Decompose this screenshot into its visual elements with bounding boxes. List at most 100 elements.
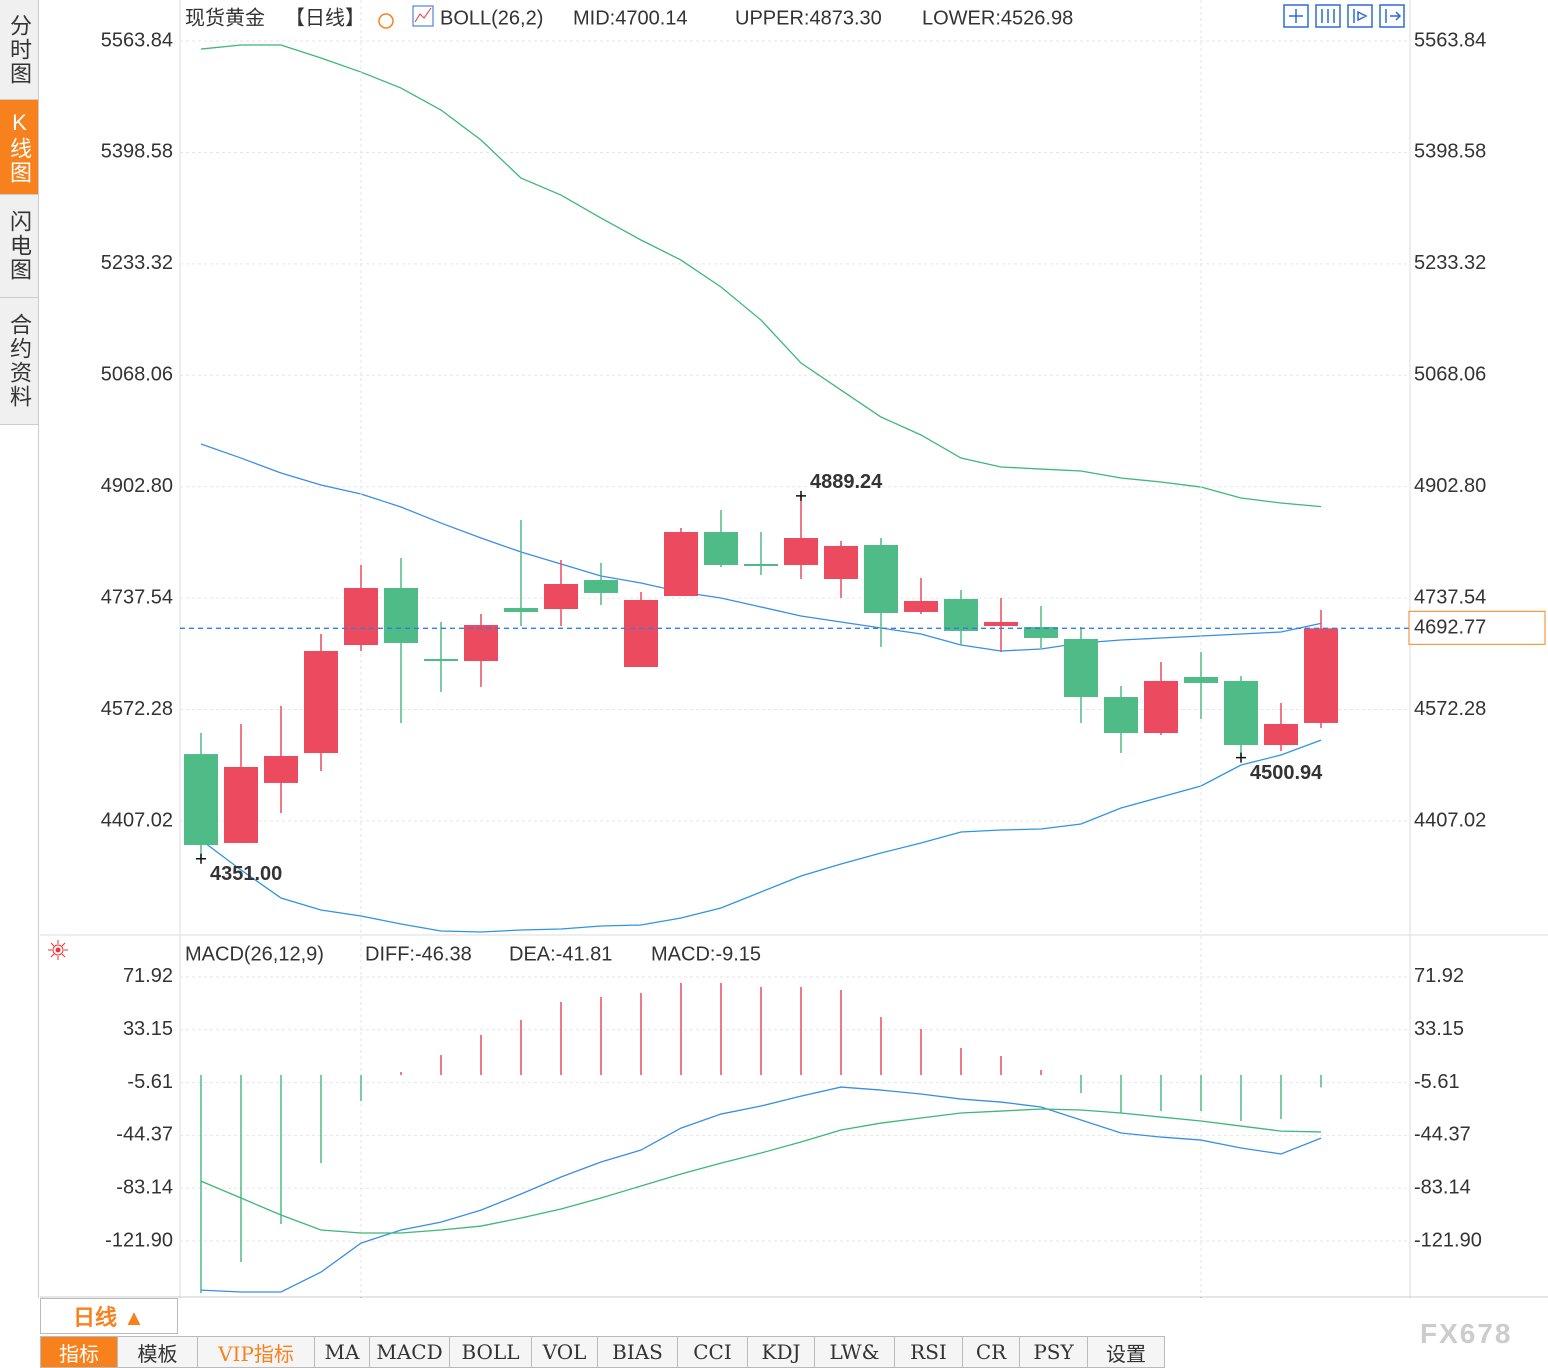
candle-body (344, 587, 378, 646)
y-tick-label-right: 5233.32 (1414, 252, 1486, 274)
candle-body (184, 754, 218, 845)
legend-entry: DEA:-41.81 (509, 943, 612, 965)
y-tick-label-right: 5563.84 (1414, 29, 1486, 51)
tab[interactable]: 模板 (118, 1336, 198, 1368)
y-tick-label-right: 71.92 (1414, 965, 1464, 987)
y-tick-label: -44.37 (116, 1124, 173, 1146)
y-tick-label: 5068.06 (101, 364, 173, 386)
indicator-line (200, 443, 1322, 652)
y-tick-label: 5398.58 (101, 141, 173, 163)
candle-body (984, 621, 1018, 627)
side-tab[interactable]: 分时图 (0, 0, 38, 100)
last-price-label: 4692.77 (1414, 617, 1486, 639)
y-tick-label-right: -121.90 (1414, 1229, 1482, 1251)
background (40, 0, 1548, 1298)
side-tab[interactable]: 闪电图 (0, 195, 38, 298)
last-price-box (1408, 610, 1546, 645)
candle-body (944, 598, 978, 631)
candle-body (1264, 723, 1298, 746)
y-tick-label: -5.61 (127, 1071, 173, 1093)
y-tick-label-right: -44.37 (1414, 1124, 1471, 1146)
candle-body (424, 658, 458, 661)
legend-entry: LOWER:4526.98 (922, 7, 1073, 29)
tab[interactable]: 设置 (1088, 1336, 1165, 1368)
candle-body (584, 580, 618, 593)
candle-body (744, 563, 778, 566)
y-tick-label: 5233.32 (101, 252, 173, 274)
y-tick-label-right: -83.14 (1414, 1177, 1471, 1199)
indicator-icon (414, 7, 432, 23)
legend-entry: MACD:-9.15 (651, 943, 761, 965)
y-tick-label-right: 4572.28 (1414, 698, 1486, 720)
macd-icon (48, 940, 68, 960)
indicator-line (200, 44, 1322, 508)
y-tick-label-right: 5068.06 (1414, 364, 1486, 386)
extreme-marker (1236, 752, 1246, 763)
side-tab[interactable]: K线图 (0, 100, 38, 195)
candle-body (664, 532, 698, 597)
legend-entry: UPPER:4873.30 (735, 7, 882, 29)
tab[interactable]: BIAS (598, 1336, 678, 1368)
y-tick-label-right: 4737.54 (1414, 586, 1486, 608)
tab[interactable]: VOL (532, 1336, 598, 1368)
candle-body (544, 583, 578, 610)
tab[interactable]: PSY (1020, 1336, 1088, 1368)
y-tick-label-right: 4407.02 (1414, 809, 1486, 831)
side-tab[interactable]: 合约资料 (0, 298, 38, 425)
y-tick-label: 4737.54 (101, 586, 173, 608)
indicator-icon[interactable] (412, 5, 434, 27)
candle-body (824, 545, 858, 580)
extreme-marker (196, 853, 206, 864)
y-tick-label-right: 33.15 (1414, 1018, 1464, 1040)
indicator-line (200, 1086, 1322, 1293)
tab[interactable]: CCI (678, 1336, 748, 1368)
y-tick-label-right: 4902.80 (1414, 475, 1486, 497)
y-tick-label: -83.14 (116, 1177, 173, 1199)
toolbar-icons[interactable] (1283, 4, 1405, 28)
side-tabs: 分时图 K线图 闪电图 合约资料 (0, 0, 39, 1298)
y-tick-label: 33.15 (123, 1018, 173, 1040)
y-tick-label: 71.92 (123, 965, 173, 987)
candle-body (784, 538, 818, 565)
candle-body (1224, 680, 1258, 746)
candle-body (264, 755, 298, 783)
candle-body (464, 624, 498, 661)
chart-title: 现货黄金 (185, 6, 265, 29)
tab[interactable]: MA (315, 1336, 370, 1368)
candle-body (304, 651, 338, 754)
indicator-name: BOLL(26,2) (440, 7, 543, 29)
chart-title: MACD(26,12,9) (185, 943, 324, 965)
y-tick-label-right: -5.61 (1414, 1071, 1460, 1093)
watermark: FX678 (1420, 1318, 1513, 1349)
tab[interactable]: BOLL (450, 1336, 532, 1368)
candle-body (904, 600, 938, 612)
tab[interactable]: RSI (895, 1336, 963, 1368)
candle-body (1184, 676, 1218, 683)
chart: 5563.84 5563.84 5398.58 5398.58 5233.32 5233.… (40, 0, 1548, 1298)
candle-body (704, 532, 738, 565)
y-tick-label: 5563.84 (101, 29, 173, 51)
tab[interactable]: VIP指标 (198, 1336, 315, 1368)
extreme-marker (796, 490, 806, 501)
candle-body (1304, 628, 1338, 723)
tab[interactable]: 指标 (40, 1336, 118, 1368)
candle-body (624, 599, 658, 667)
tab[interactable]: MACD (370, 1336, 450, 1368)
candle-body (864, 544, 898, 613)
extreme-label: 4889.24 (810, 471, 883, 493)
tab[interactable]: CR (963, 1336, 1020, 1368)
tab[interactable]: KDJ (748, 1336, 815, 1368)
period-selector[interactable]: 日线 ▲ (40, 1298, 178, 1334)
candle-body (1064, 638, 1098, 697)
tab-bar: 指标 模板 VIP指标 MA MACD BOLL VOL BIAS CCI KDJ LW& RSI CR… (40, 1336, 1165, 1368)
period-icon[interactable] (378, 13, 394, 29)
y-tick-label: 4902.80 (101, 475, 173, 497)
tab[interactable]: LW& (815, 1336, 895, 1368)
y-tick-label: 4572.28 (101, 698, 173, 720)
y-tick-label: -121.90 (105, 1229, 173, 1251)
candle-body (504, 608, 538, 612)
indicator-line (200, 1108, 1322, 1234)
candle-body (384, 587, 418, 643)
extreme-label: 4351.00 (210, 863, 282, 885)
